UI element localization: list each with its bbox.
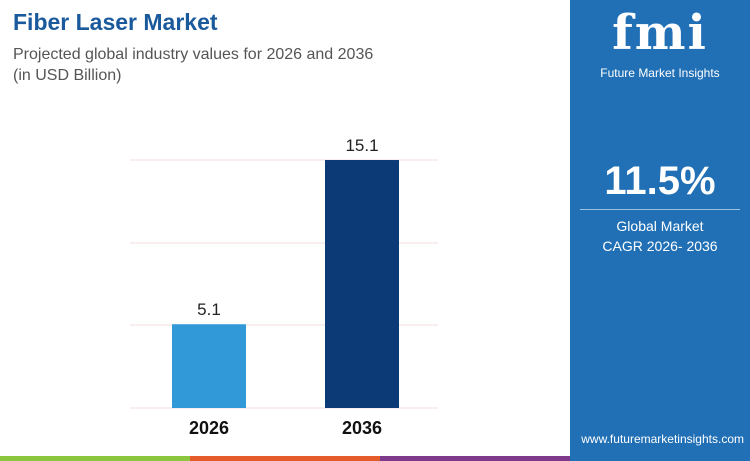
unit-label: (in USD Billion) bbox=[13, 67, 122, 84]
cagr-period: CAGR 2026- 2036 bbox=[602, 238, 718, 254]
cagr-label: Global Market bbox=[616, 218, 704, 234]
divider bbox=[580, 209, 740, 210]
chart-title: Fiber Laser Market bbox=[13, 9, 218, 35]
data-label: 15.1 bbox=[345, 136, 378, 155]
chart-subtitle: Projected global industry values for 202… bbox=[13, 46, 374, 63]
bar-2036 bbox=[325, 160, 399, 408]
x-tick-label: 2036 bbox=[342, 418, 382, 438]
accent-strip-orange bbox=[190, 456, 380, 461]
bar-2026 bbox=[172, 324, 246, 408]
accent-strip-green bbox=[0, 456, 190, 461]
data-label: 5.1 bbox=[197, 300, 221, 319]
fmi-logo: fmi bbox=[612, 5, 708, 61]
x-tick-label: 2026 bbox=[189, 418, 229, 438]
bar-chart: 5.1 2026 15.1 2036 bbox=[130, 136, 438, 438]
accent-strip-purple bbox=[380, 456, 570, 461]
website-link[interactable]: www.futuremarketinsights.com bbox=[581, 432, 744, 446]
logo-text: Future Market Insights bbox=[600, 66, 720, 80]
cagr-value: 11.5% bbox=[604, 159, 716, 203]
side-panel: fmi Future Market Insights 11.5% Global … bbox=[570, 0, 750, 461]
